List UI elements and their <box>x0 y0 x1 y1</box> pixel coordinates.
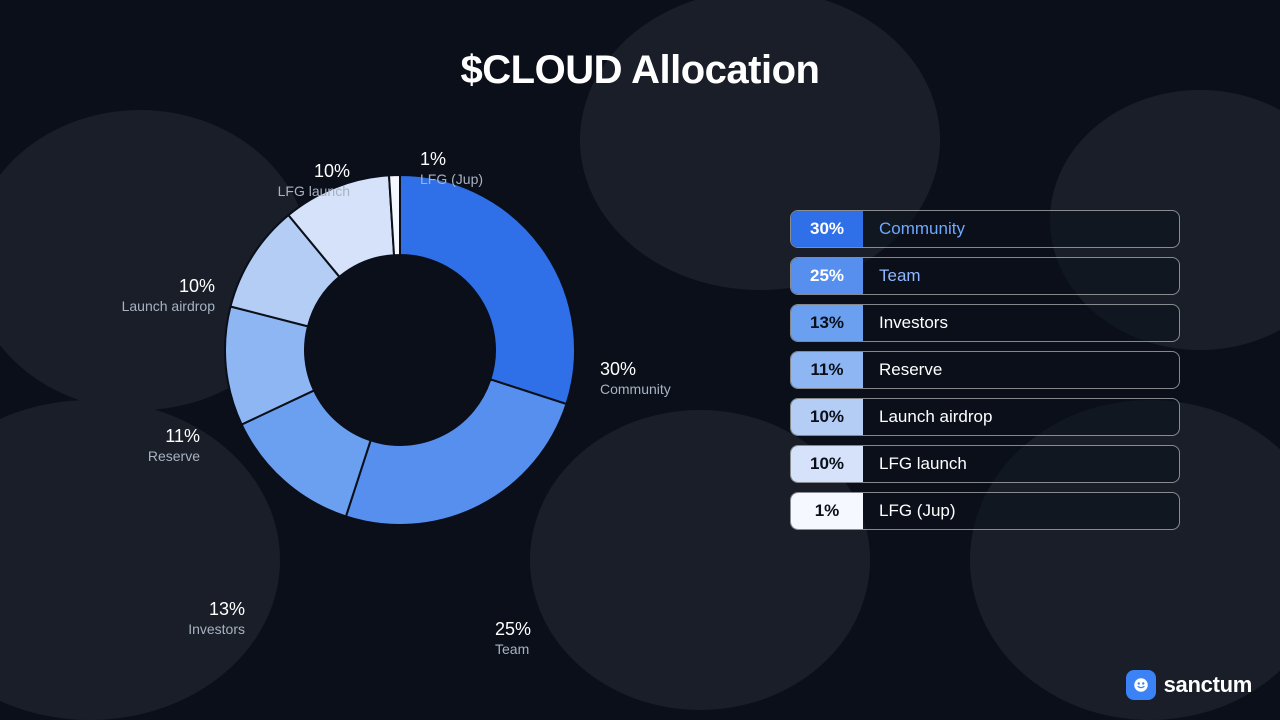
slice-pct: 13% <box>188 598 245 621</box>
donut-slice <box>346 379 567 525</box>
legend-row: 10%Launch airdrop <box>790 398 1180 436</box>
legend-pct: 10% <box>791 446 863 482</box>
legend-pct: 30% <box>791 211 863 247</box>
legend-row: 13%Investors <box>790 304 1180 342</box>
slice-pct: 11% <box>148 425 200 448</box>
slice-label: 10%LFG launch <box>278 160 350 200</box>
legend-name: Community <box>863 211 1179 247</box>
slice-label: 13%Investors <box>188 598 245 638</box>
slice-label: 10%Launch airdrop <box>122 275 215 315</box>
legend-name: LFG launch <box>863 446 1179 482</box>
donut-slice <box>400 175 575 404</box>
legend-row: 25%Team <box>790 257 1180 295</box>
brand-text: sanctum <box>1164 672 1252 698</box>
legend-pct: 1% <box>791 493 863 529</box>
legend-pct: 13% <box>791 305 863 341</box>
legend-name: Reserve <box>863 352 1179 388</box>
slice-pct: 1% <box>420 148 483 171</box>
slice-label: 1%LFG (Jup) <box>420 148 483 188</box>
slice-label: 30%Community <box>600 358 671 398</box>
slice-name: Community <box>600 381 671 399</box>
slice-name: LFG launch <box>278 183 350 201</box>
legend-name: Launch airdrop <box>863 399 1179 435</box>
slice-name: Team <box>495 641 531 659</box>
slice-name: Reserve <box>148 448 200 466</box>
legend-row: 10%LFG launch <box>790 445 1180 483</box>
slice-pct: 10% <box>278 160 350 183</box>
donut-chart: 30%Community 25%Team 13%Investors 11%Reserv… <box>80 120 720 680</box>
slice-pct: 30% <box>600 358 671 381</box>
legend-pct: 10% <box>791 399 863 435</box>
slice-label: 25%Team <box>495 618 531 658</box>
legend-pct: 25% <box>791 258 863 294</box>
legend-row: 30%Community <box>790 210 1180 248</box>
slice-label: 11%Reserve <box>148 425 200 465</box>
brand-logo: sanctum <box>1126 670 1252 700</box>
legend-name: LFG (Jup) <box>863 493 1179 529</box>
slice-pct: 25% <box>495 618 531 641</box>
brand-icon <box>1126 670 1156 700</box>
slice-name: Investors <box>188 621 245 639</box>
slice-pct: 10% <box>122 275 215 298</box>
legend-pct: 11% <box>791 352 863 388</box>
legend: 30%Community25%Team13%Investors11%Reserv… <box>790 210 1180 530</box>
legend-name: Team <box>863 258 1179 294</box>
slice-name: Launch airdrop <box>122 298 215 316</box>
legend-name: Investors <box>863 305 1179 341</box>
page-title: $CLOUD Allocation <box>0 48 1280 93</box>
legend-row: 1%LFG (Jup) <box>790 492 1180 530</box>
legend-row: 11%Reserve <box>790 351 1180 389</box>
donut-svg <box>220 170 580 530</box>
slice-name: LFG (Jup) <box>420 171 483 189</box>
